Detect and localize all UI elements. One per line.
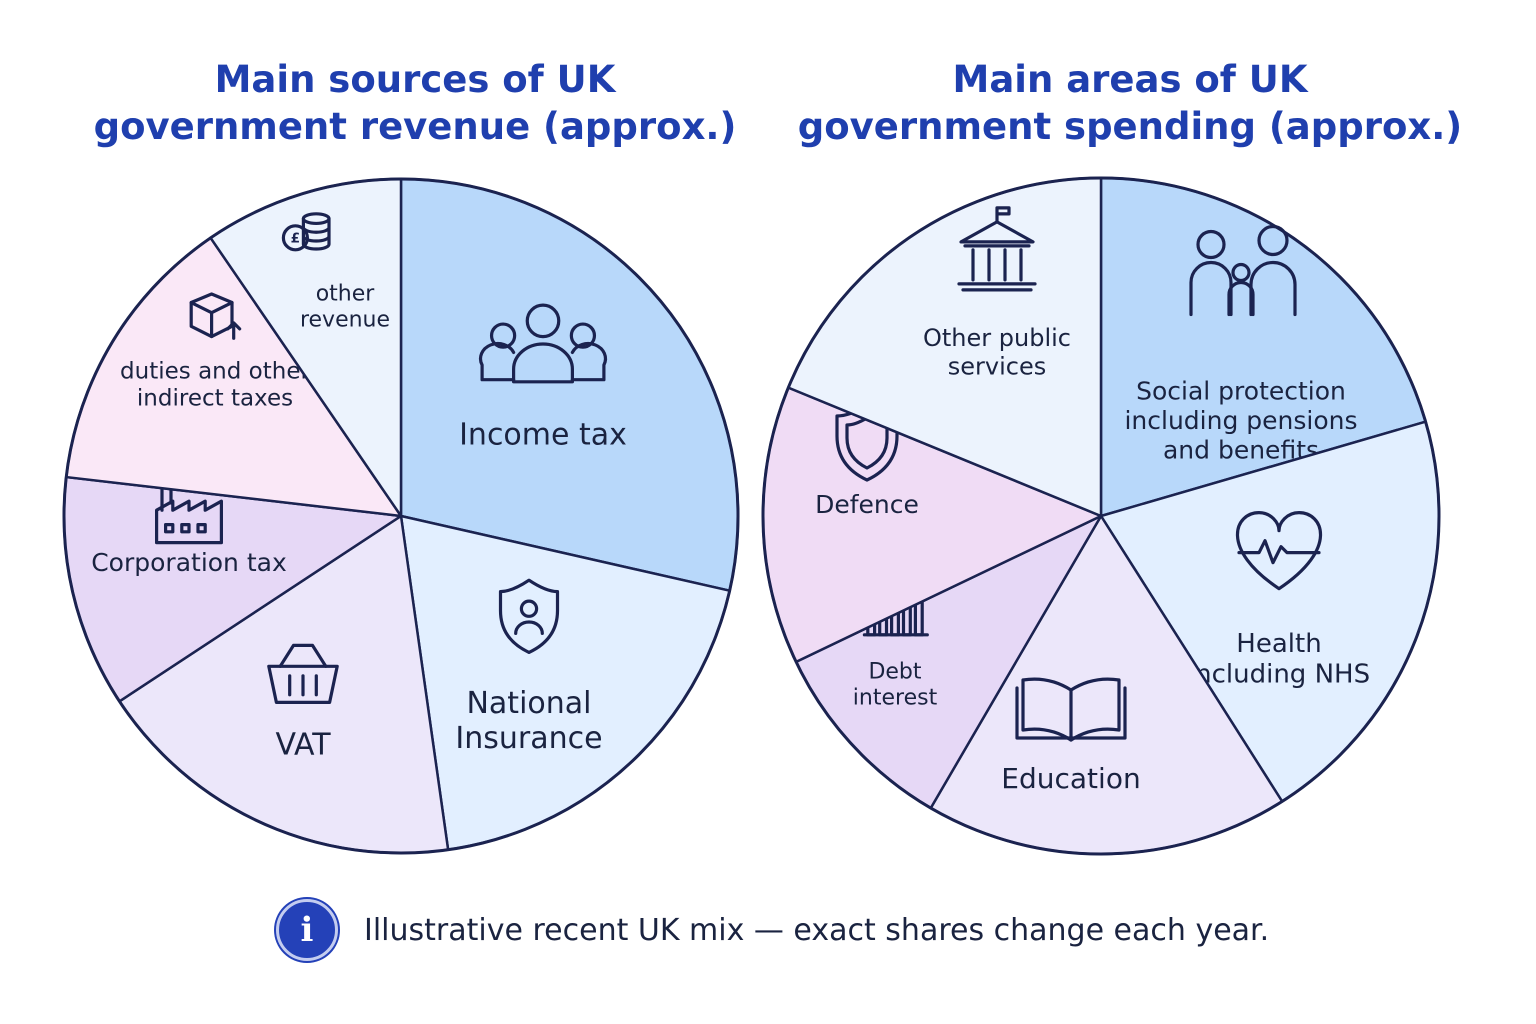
spending-pie-chart: Social protection including pensions and b… (761, 176, 1441, 856)
basket-icon (267, 643, 339, 705)
svg-text:£: £ (291, 231, 300, 247)
info-icon: i (276, 899, 338, 961)
slice-label: Social protection including pensions and b… (1124, 376, 1357, 464)
slice-label: Debt interest (853, 660, 938, 711)
slice-label: Corporation tax (91, 548, 287, 577)
slice-label: other revenue (300, 282, 390, 333)
coins-icon: £ (281, 212, 331, 252)
shield-person-icon (498, 578, 560, 654)
footer-note-text: Illustrative recent UK mix — exact share… (364, 912, 1270, 948)
revenue-chart-title: Main sources of UK government revenue (ap… (93, 58, 737, 148)
heart-pulse-icon (1235, 511, 1323, 591)
revenue-pie-chart: Income tax National Insurance VAT Corporatio… (62, 177, 740, 855)
slice-label: Health including NHS (1188, 629, 1370, 690)
slice-label: duties and other indirect taxes (120, 358, 310, 411)
footer-note: i Illustrative recent UK mix — exact sha… (276, 899, 1269, 961)
slice-label: Other public services (923, 324, 1071, 380)
people-icon (478, 303, 608, 384)
slice-label: Defence (815, 490, 919, 519)
building-icon (957, 206, 1037, 292)
book-icon (1015, 677, 1127, 742)
spending-chart-title: Main areas of UK government spending (app… (797, 58, 1463, 148)
slice-label: National Insurance (455, 686, 602, 756)
slice-label: Income tax (459, 418, 627, 453)
slice-label: Education (1001, 762, 1140, 795)
box-icon (189, 292, 242, 340)
slice-label: VAT (275, 728, 331, 763)
